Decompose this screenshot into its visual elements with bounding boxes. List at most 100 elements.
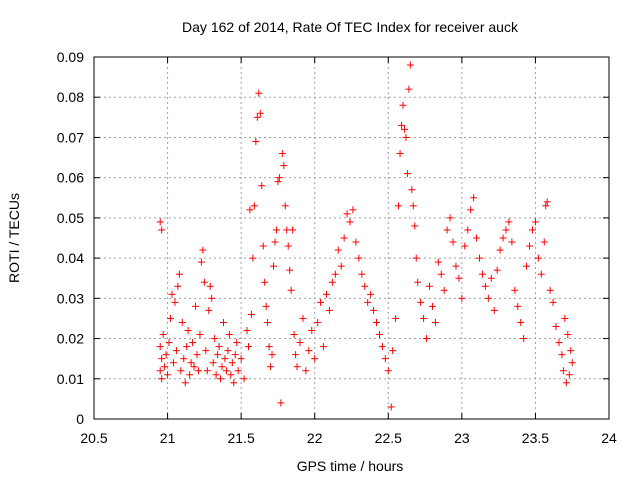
data-point bbox=[320, 343, 328, 351]
data-point bbox=[561, 314, 569, 322]
data-point bbox=[186, 371, 194, 379]
x-axis-label: GPS time / hours bbox=[297, 458, 404, 474]
y-tick-labels: 0 0.01 0.02 0.03 0.04 0.05 0.06 0.07 0.08 0.09 bbox=[57, 49, 84, 427]
y-tick-label: 0.04 bbox=[57, 250, 84, 266]
x-tick-label: 21 bbox=[160, 430, 176, 446]
data-point bbox=[400, 125, 408, 133]
data-point bbox=[218, 363, 226, 371]
data-point bbox=[375, 331, 383, 339]
data-point bbox=[378, 343, 386, 351]
data-point bbox=[230, 379, 238, 387]
data-point bbox=[187, 359, 195, 367]
x-tick-label: 20.5 bbox=[80, 430, 107, 446]
data-point bbox=[493, 266, 501, 274]
y-tick-label: 0.03 bbox=[57, 290, 84, 306]
data-point bbox=[408, 186, 416, 194]
data-point bbox=[177, 367, 185, 375]
data-point bbox=[175, 270, 183, 278]
data-point bbox=[247, 310, 255, 318]
data-point bbox=[249, 254, 257, 262]
data-point bbox=[540, 238, 548, 246]
y-tick-label: 0 bbox=[76, 411, 84, 427]
data-point bbox=[206, 282, 214, 290]
data-point bbox=[565, 371, 573, 379]
data-point bbox=[268, 351, 276, 359]
data-point bbox=[272, 226, 280, 234]
data-point bbox=[296, 339, 304, 347]
data-point bbox=[559, 367, 567, 375]
data-point bbox=[423, 335, 431, 343]
data-point bbox=[403, 170, 411, 178]
data-point bbox=[222, 367, 230, 375]
data-point bbox=[520, 335, 528, 343]
data-point bbox=[528, 226, 536, 234]
y-tick-label: 0.01 bbox=[57, 371, 84, 387]
data-point bbox=[476, 254, 484, 262]
y-tick-label: 0.02 bbox=[57, 331, 84, 347]
data-point bbox=[355, 254, 363, 262]
data-point bbox=[567, 347, 575, 355]
data-point bbox=[387, 403, 395, 411]
data-point bbox=[156, 343, 164, 351]
data-point bbox=[284, 242, 292, 250]
data-point bbox=[449, 238, 457, 246]
data-point bbox=[245, 343, 252, 351]
data-point bbox=[322, 290, 330, 298]
data-point bbox=[555, 339, 563, 347]
data-point bbox=[484, 294, 492, 302]
data-point bbox=[314, 318, 322, 326]
data-point bbox=[311, 355, 319, 363]
data-point bbox=[467, 206, 475, 214]
data-point bbox=[346, 218, 354, 226]
data-point bbox=[364, 298, 372, 306]
data-point bbox=[343, 210, 351, 218]
data-point bbox=[358, 270, 366, 278]
data-point bbox=[349, 206, 357, 214]
data-point bbox=[178, 318, 186, 326]
data-point bbox=[452, 262, 460, 270]
data-point bbox=[437, 270, 445, 278]
data-point bbox=[159, 331, 167, 339]
data-point bbox=[290, 331, 298, 339]
data-point bbox=[211, 335, 219, 343]
x-tick-labels: 20.5 21 21.5 22 22.5 23 23.5 24 bbox=[80, 430, 617, 446]
data-point bbox=[395, 202, 403, 210]
data-point bbox=[402, 133, 410, 141]
data-point bbox=[169, 359, 177, 367]
data-point bbox=[526, 242, 534, 250]
data-point bbox=[162, 351, 170, 359]
data-point bbox=[542, 202, 550, 210]
data-point bbox=[252, 137, 260, 145]
data-point bbox=[481, 282, 489, 290]
data-point bbox=[189, 339, 197, 347]
data-point bbox=[253, 113, 261, 121]
data-point bbox=[183, 343, 191, 351]
data-point bbox=[499, 234, 507, 242]
data-point bbox=[370, 306, 378, 314]
data-point bbox=[215, 343, 223, 351]
data-point bbox=[458, 294, 466, 302]
data-point bbox=[156, 367, 164, 375]
data-point bbox=[165, 339, 173, 347]
data-point bbox=[208, 294, 216, 302]
y-tick-label: 0.08 bbox=[57, 89, 84, 105]
data-point bbox=[505, 218, 513, 226]
x-tick-label: 21.5 bbox=[228, 430, 255, 446]
data-point bbox=[331, 270, 339, 278]
data-point bbox=[409, 202, 417, 210]
data-point bbox=[411, 222, 419, 230]
data-point bbox=[237, 355, 245, 363]
data-point bbox=[337, 262, 345, 270]
data-point bbox=[190, 363, 198, 371]
data-point bbox=[502, 226, 510, 234]
data-point bbox=[180, 355, 188, 363]
data-point bbox=[340, 234, 348, 242]
data-point bbox=[405, 85, 413, 93]
data-point bbox=[446, 214, 454, 222]
data-point bbox=[420, 314, 428, 322]
data-point bbox=[293, 363, 301, 371]
data-point bbox=[221, 355, 229, 363]
data-point bbox=[219, 318, 227, 326]
data-point bbox=[277, 399, 285, 407]
